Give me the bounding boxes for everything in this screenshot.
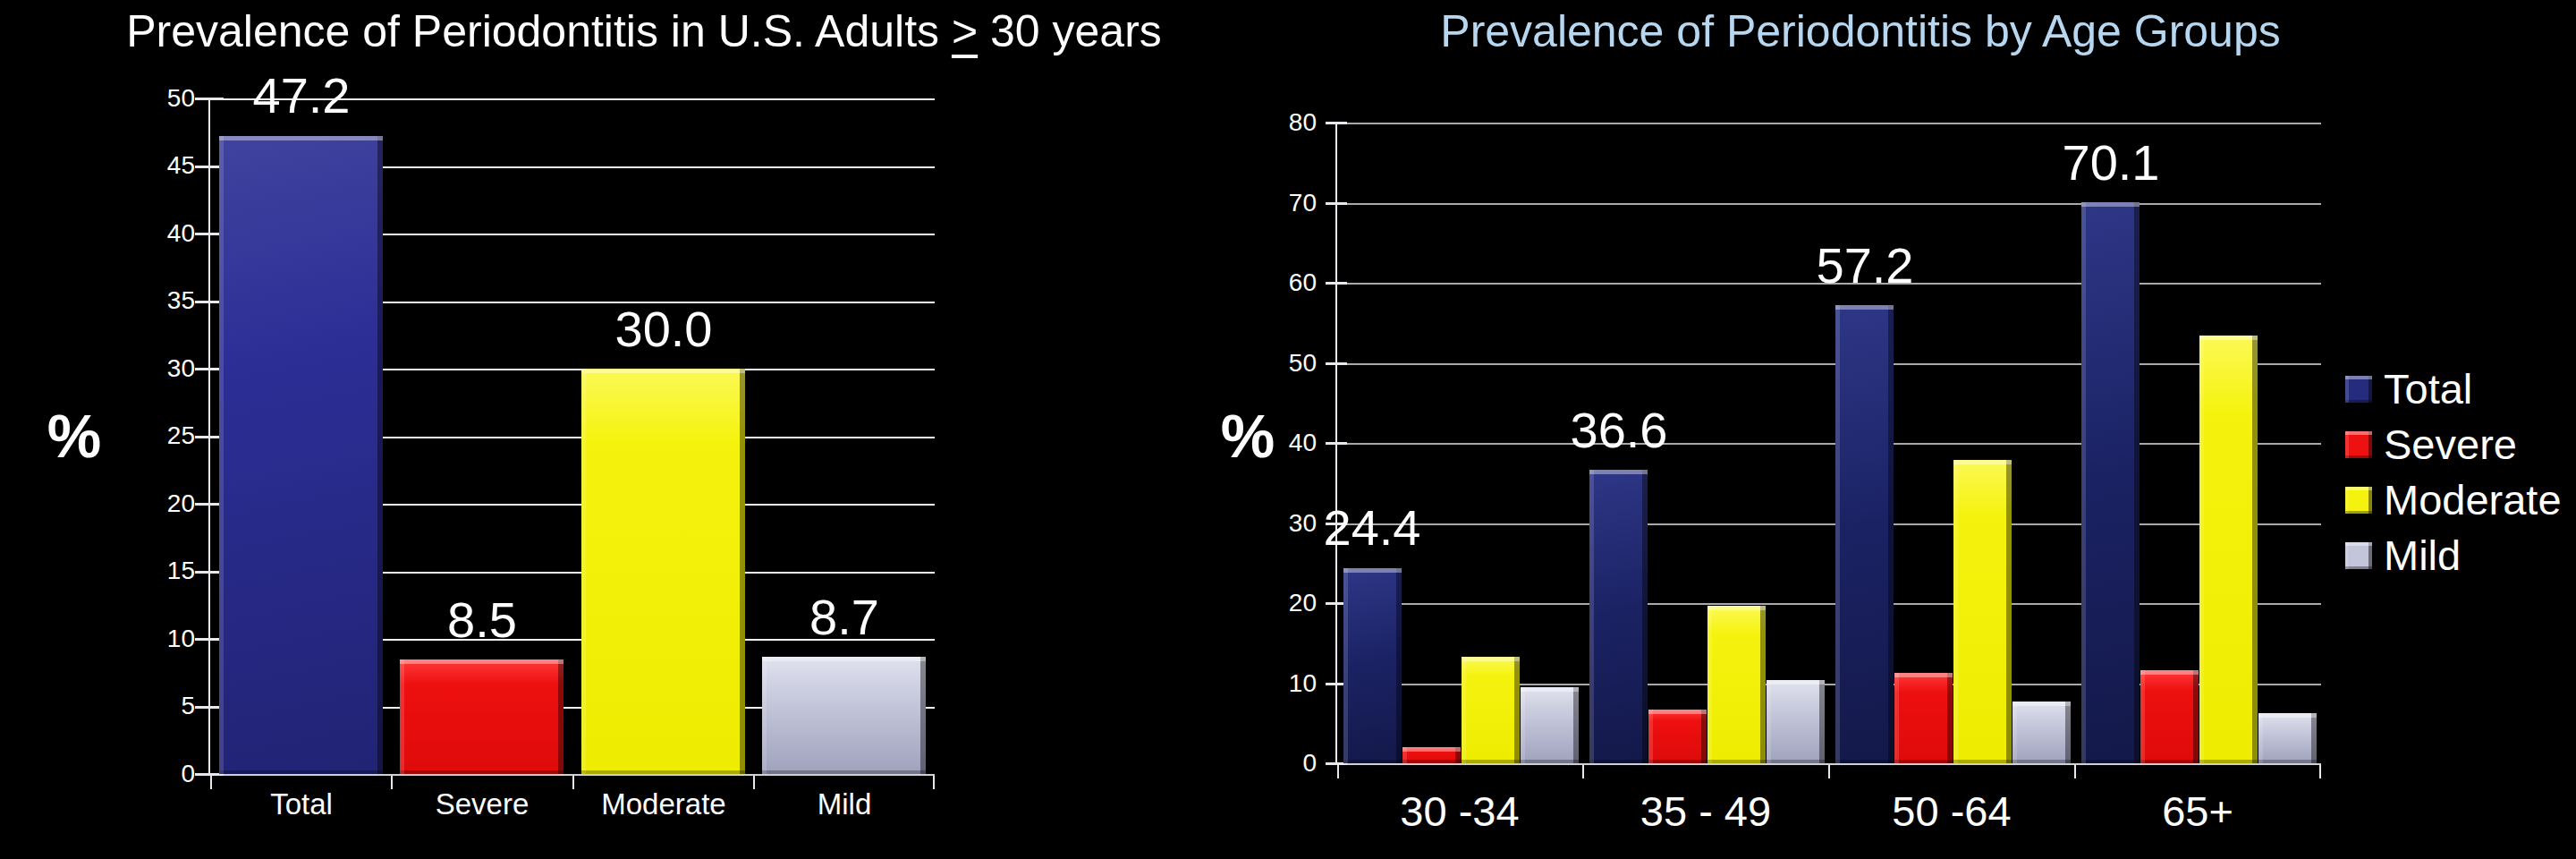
legend-label: Mild (2384, 533, 2461, 577)
legend-item-moderate: Moderate (2345, 478, 2562, 522)
bar-moderate (581, 369, 745, 774)
bar-moderate-30-34 (1462, 657, 1520, 763)
y-tick-label: 0 (101, 761, 195, 787)
y-tick-label: 70 (1223, 191, 1317, 216)
y-tick (1326, 362, 1347, 365)
bar-severe-65plus (2140, 670, 2199, 763)
bar-value-label: 36.6 (1503, 402, 1735, 459)
greater-equal-symbol: > (952, 6, 978, 56)
bar-value-label: 8.7 (737, 589, 952, 646)
right-chart-title: Prevalence of Periodontitis by Age Group… (1324, 5, 2397, 57)
y-tick-label: 20 (101, 491, 195, 516)
legend-item-mild: Mild (2345, 533, 2562, 577)
bar-total-65plus (2081, 202, 2140, 763)
left-title-prefix: Prevalence of Periodontitis in U.S. Adul… (126, 6, 952, 56)
category-label: Mild (737, 787, 952, 821)
gridline (1337, 203, 2321, 205)
legend-label: Moderate (2384, 478, 2562, 522)
x-tick (2319, 765, 2321, 778)
legend: Total Severe Moderate Mild (2345, 367, 2562, 577)
gridline (1337, 363, 2321, 365)
bar-value-label: 24.4 (1256, 499, 1488, 557)
legend-swatch-severe (2345, 431, 2372, 458)
bar-severe-30-34 (1402, 747, 1461, 763)
group-label: 65+ (2063, 787, 2332, 836)
legend-item-severe: Severe (2345, 422, 2562, 466)
bar-mild-35-49 (1767, 680, 1825, 763)
slide: Prevalence of Periodontitis in U.S. Adul… (0, 0, 2576, 859)
y-tick-label: 0 (1223, 751, 1317, 776)
y-tick (1326, 282, 1347, 285)
gridline (1337, 123, 2321, 124)
y-tick-label: 15 (101, 558, 195, 583)
bar-severe-35-49 (1648, 710, 1707, 763)
bar-total-30-34 (1343, 568, 1402, 763)
bar-value-label: 30.0 (556, 301, 771, 358)
group-label: 50 -64 (1818, 787, 2086, 836)
x-tick (1582, 765, 1584, 778)
y-tick-label: 10 (101, 626, 195, 651)
bar-mild (762, 657, 926, 774)
legend-label: Severe (2384, 422, 2517, 466)
y-tick-label: 35 (101, 288, 195, 313)
y-tick-label: 50 (101, 86, 195, 111)
bar-mild-50-64 (2012, 702, 2071, 763)
y-tick-label: 45 (101, 153, 195, 178)
x-tick (2074, 765, 2076, 778)
legend-item-total: Total (2345, 367, 2562, 411)
legend-label: Total (2384, 367, 2472, 411)
gridline (1337, 443, 2321, 445)
bar-value-label: 70.1 (1995, 134, 2227, 191)
bar-severe-50-64 (1894, 673, 1953, 763)
gridline (1337, 603, 2321, 605)
y-tick-label: 80 (1223, 110, 1317, 135)
bar-moderate-50-64 (1953, 460, 2012, 763)
y-tick-label: 50 (1223, 351, 1317, 376)
x-axis-line (208, 774, 935, 776)
y-tick-label: 10 (1223, 671, 1317, 696)
left-plot-area: 50 45 40 35 30 25 20 15 10 5 0 47.2 8.5 … (210, 98, 935, 774)
bar-value-label: 47.2 (194, 67, 409, 124)
legend-swatch-mild (2345, 542, 2372, 569)
y-tick (1326, 442, 1347, 445)
bar-total-50-64 (1835, 305, 1894, 763)
y-tick (1326, 202, 1347, 205)
bar-moderate-35-49 (1707, 606, 1766, 763)
y-tick-label: 40 (101, 221, 195, 246)
bar-total-35-49 (1589, 470, 1648, 763)
y-tick-label: 5 (101, 693, 195, 719)
group-label: 35 - 49 (1572, 787, 1840, 836)
y-tick-label: 25 (101, 423, 195, 448)
legend-swatch-total (2345, 376, 2372, 403)
right-plot-area: 80 70 60 50 40 30 20 10 0 24.4 36.6 57.2… (1337, 123, 2321, 763)
bar-severe (400, 659, 564, 774)
x-tick (1337, 765, 1339, 778)
y-tick-label: 40 (1223, 430, 1317, 455)
bar-value-label: 8.5 (375, 591, 589, 649)
left-title-suffix: 30 years (978, 6, 1162, 56)
bar-mild-30-34 (1521, 687, 1579, 763)
y-tick-label: 20 (1223, 591, 1317, 616)
bar-mild-65plus (2258, 713, 2317, 763)
bar-value-label: 57.2 (1749, 237, 1981, 294)
x-tick (1828, 765, 1830, 778)
left-chart-title: Prevalence of Periodontitis in U.S. Adul… (0, 5, 1288, 57)
bar-moderate-65plus (2199, 336, 2258, 763)
y-tick (1326, 122, 1347, 124)
group-label: 30 -34 (1326, 787, 1594, 836)
bar-total (219, 136, 383, 774)
y-tick-label: 30 (101, 356, 195, 381)
legend-swatch-moderate (2345, 487, 2372, 514)
y-tick-label: 60 (1223, 270, 1317, 295)
